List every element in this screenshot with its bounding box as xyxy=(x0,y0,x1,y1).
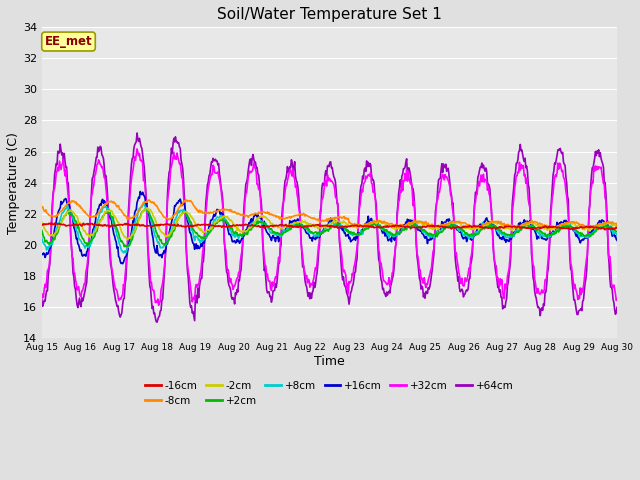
Legend: -16cm, -8cm, -2cm, +2cm, +8cm, +16cm, +32cm, +64cm: -16cm, -8cm, -2cm, +2cm, +8cm, +16cm, +3… xyxy=(141,377,518,410)
Text: EE_met: EE_met xyxy=(45,35,92,48)
X-axis label: Time: Time xyxy=(314,355,345,368)
Y-axis label: Temperature (C): Temperature (C) xyxy=(7,132,20,233)
Title: Soil/Water Temperature Set 1: Soil/Water Temperature Set 1 xyxy=(217,7,442,22)
